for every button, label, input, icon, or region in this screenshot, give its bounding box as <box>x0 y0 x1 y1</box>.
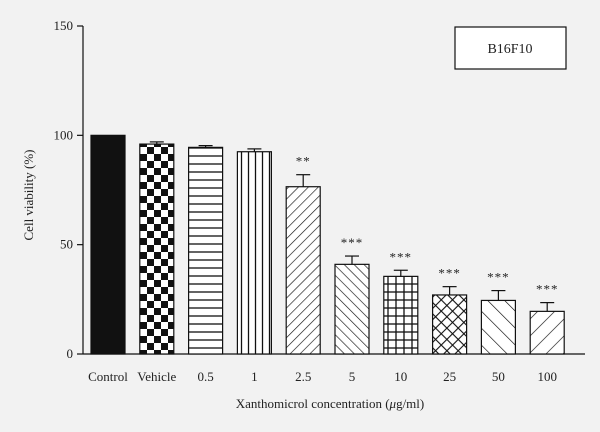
significance-25: *** <box>438 266 461 281</box>
significance-group: *********** ****** <box>296 154 559 297</box>
legend-box: B16F10 <box>454 26 567 70</box>
x-axis-title-main: Xanthomicrol concentration ( <box>236 396 390 411</box>
significance-2.5: ** <box>296 154 311 169</box>
bar-2.5 <box>285 186 321 355</box>
significance-50: *** <box>487 270 510 285</box>
y-tick-label-2: 100 <box>54 127 74 142</box>
x-axis-title-suffix: g/ml) <box>396 396 424 411</box>
x-tick-label-100: 100 <box>537 369 557 384</box>
x-tick-label-0.5: 0.5 <box>197 369 213 384</box>
bar-0.5 <box>188 146 224 355</box>
bar-50 <box>480 299 516 355</box>
y-axis: 0 50 100 150 <box>54 18 84 361</box>
bar-1 <box>236 151 272 355</box>
x-tick-label-Vehicle: Vehicle <box>137 369 176 384</box>
error-bars-group <box>149 141 555 312</box>
x-tick-label-50: 50 <box>492 369 505 384</box>
y-tick-label-3: 150 <box>54 18 74 33</box>
x-tick-label-5: 5 <box>349 369 356 384</box>
significance-10: *** <box>390 249 413 264</box>
legend-label: B16F10 <box>487 42 532 57</box>
bar-10 <box>383 275 419 355</box>
significance-100: *** <box>536 282 559 297</box>
x-tick-label-10: 10 <box>394 369 407 384</box>
x-axis-title: Xanthomicrol concentration (μg/ml) <box>236 396 424 411</box>
bars-group <box>90 134 565 355</box>
bar-100 <box>529 310 565 355</box>
bar-5 <box>334 263 370 355</box>
x-axis-title-unit: μ <box>389 396 397 411</box>
y-tick-label-1: 50 <box>60 237 73 252</box>
x-tick-label-1: 1 <box>251 369 258 384</box>
x-tick-label-2.5: 2.5 <box>295 369 311 384</box>
y-axis-title: Cell viability (%) <box>21 150 36 241</box>
bar-25 <box>432 294 468 355</box>
bar-Control <box>90 134 126 355</box>
y-tick-label-0: 0 <box>67 346 74 361</box>
significance-5: *** <box>341 235 364 250</box>
x-tick-label-25: 25 <box>443 369 456 384</box>
x-axis: Control Vehicle 0.5 1 2.5 5 10 25 50 100 <box>83 353 585 384</box>
bar-Vehicle <box>139 143 175 355</box>
x-tick-label-Control: Control <box>88 369 128 384</box>
